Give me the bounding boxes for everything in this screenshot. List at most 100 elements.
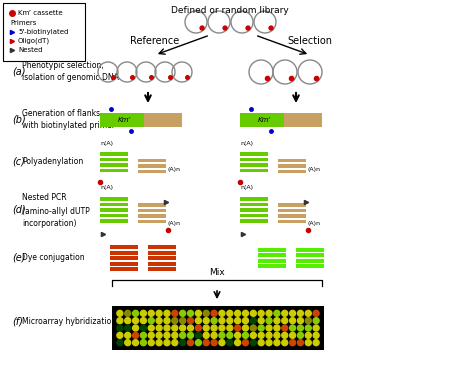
Circle shape <box>305 318 311 324</box>
Text: Mix: Mix <box>209 268 225 277</box>
Circle shape <box>314 76 319 81</box>
Circle shape <box>250 318 256 324</box>
Circle shape <box>227 340 233 345</box>
Circle shape <box>298 318 303 324</box>
Circle shape <box>290 318 296 324</box>
Circle shape <box>164 318 170 324</box>
Circle shape <box>200 26 204 30</box>
Text: (amino-allyl dUTP: (amino-allyl dUTP <box>22 206 90 215</box>
Circle shape <box>164 310 170 316</box>
Bar <box>278 159 306 162</box>
Circle shape <box>266 332 272 338</box>
Circle shape <box>148 340 154 345</box>
Circle shape <box>250 325 256 331</box>
Circle shape <box>169 76 173 79</box>
Circle shape <box>195 310 201 316</box>
Circle shape <box>172 340 178 345</box>
Circle shape <box>298 325 303 331</box>
Bar <box>240 113 284 127</box>
Text: (c): (c) <box>12 157 25 167</box>
Bar <box>258 264 286 268</box>
Circle shape <box>172 332 178 338</box>
Circle shape <box>211 318 217 324</box>
Circle shape <box>156 332 162 338</box>
Circle shape <box>156 340 162 345</box>
Circle shape <box>313 340 319 345</box>
Circle shape <box>305 340 311 345</box>
Circle shape <box>282 310 288 316</box>
Circle shape <box>227 332 233 338</box>
Circle shape <box>172 318 178 324</box>
Text: Defined or random library: Defined or random library <box>171 6 289 15</box>
Circle shape <box>235 310 241 316</box>
Circle shape <box>180 332 186 338</box>
Bar <box>100 197 128 201</box>
Bar <box>258 259 286 263</box>
Circle shape <box>274 310 280 316</box>
Circle shape <box>274 340 280 345</box>
Bar <box>138 209 166 212</box>
Text: Dye conjugation: Dye conjugation <box>22 254 85 262</box>
Circle shape <box>195 318 201 324</box>
Circle shape <box>282 332 288 338</box>
Circle shape <box>140 318 146 324</box>
Text: (A)n: (A)n <box>168 222 181 226</box>
Bar <box>148 267 176 271</box>
Text: Nested: Nested <box>18 47 43 53</box>
Circle shape <box>164 325 170 331</box>
Circle shape <box>274 332 280 338</box>
Circle shape <box>258 310 264 316</box>
Circle shape <box>140 325 146 331</box>
Bar <box>258 248 286 252</box>
Bar <box>100 113 144 127</box>
Circle shape <box>211 340 217 345</box>
Bar <box>100 219 128 223</box>
Circle shape <box>180 318 186 324</box>
Bar <box>138 203 166 206</box>
Bar <box>138 164 166 168</box>
Circle shape <box>243 318 248 324</box>
Bar <box>296 259 324 263</box>
Circle shape <box>180 325 186 331</box>
Circle shape <box>250 310 256 316</box>
Circle shape <box>313 318 319 324</box>
Text: Kmʳ: Kmʳ <box>118 117 131 123</box>
Bar <box>144 113 182 127</box>
Bar <box>278 164 306 168</box>
Circle shape <box>188 340 193 345</box>
Circle shape <box>180 310 186 316</box>
Bar <box>240 197 268 201</box>
Text: isolation of genomic DNA: isolation of genomic DNA <box>22 73 119 82</box>
Circle shape <box>140 332 146 338</box>
Circle shape <box>188 332 193 338</box>
Bar <box>138 170 166 173</box>
Bar <box>240 219 268 223</box>
Bar <box>100 214 128 217</box>
Text: Oligo(dT): Oligo(dT) <box>18 38 50 44</box>
Circle shape <box>290 310 296 316</box>
Circle shape <box>250 332 256 338</box>
Bar <box>100 152 128 155</box>
Circle shape <box>219 310 225 316</box>
Text: (A)n: (A)n <box>168 167 181 172</box>
Circle shape <box>219 332 225 338</box>
Bar <box>284 113 322 127</box>
Circle shape <box>219 318 225 324</box>
Circle shape <box>117 332 123 338</box>
Circle shape <box>164 340 170 345</box>
Text: (a): (a) <box>12 67 26 77</box>
Circle shape <box>133 325 138 331</box>
Bar <box>110 262 138 265</box>
Circle shape <box>133 310 138 316</box>
Bar <box>100 169 128 172</box>
Text: (A)n: (A)n <box>308 222 321 226</box>
Circle shape <box>148 325 154 331</box>
Circle shape <box>172 310 178 316</box>
Bar <box>138 159 166 162</box>
Bar <box>240 169 268 172</box>
Bar <box>278 220 306 223</box>
Circle shape <box>125 325 131 331</box>
Text: (b): (b) <box>12 115 26 125</box>
Circle shape <box>140 340 146 345</box>
Circle shape <box>258 332 264 338</box>
